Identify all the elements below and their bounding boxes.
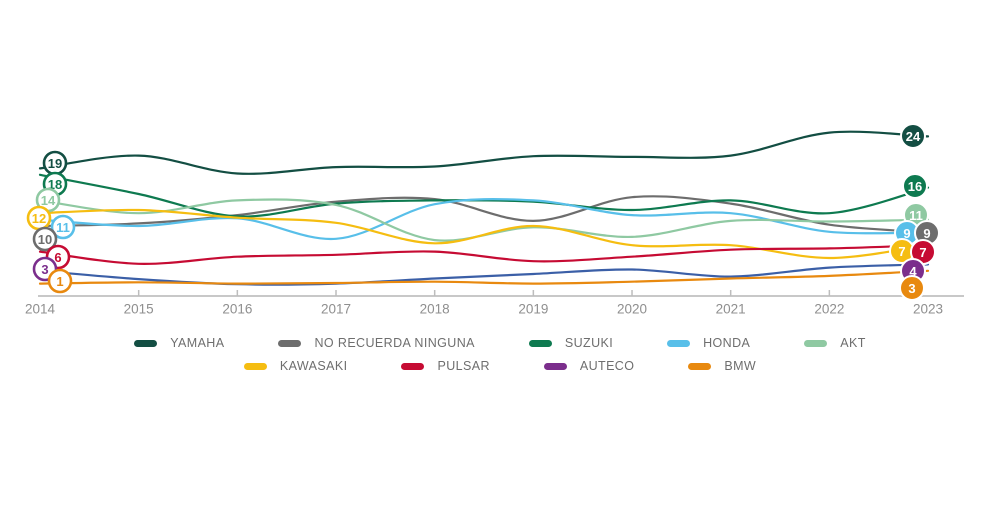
legend-item-auteco[interactable]: AUTECO	[543, 359, 635, 373]
x-axis-label-2018: 2018	[420, 302, 450, 317]
legend-swatch-akt	[804, 339, 828, 347]
legend-label-no-recuerda-ninguna: NO RECUERDA NINGUNA	[314, 336, 475, 350]
x-axis-label-2019: 2019	[518, 302, 548, 317]
legend-label-auteco: AUTECO	[579, 359, 635, 373]
x-axis-label-2021: 2021	[716, 302, 746, 317]
svg-text:11: 11	[56, 220, 70, 235]
series-line-yamaha	[38, 130, 930, 175]
legend-label-honda: HONDA	[703, 336, 751, 350]
legend-swatch-auteco	[543, 362, 567, 370]
svg-text:24: 24	[906, 129, 921, 144]
end-value-badge-suzuki: 16	[902, 173, 928, 199]
svg-text:6: 6	[54, 250, 61, 265]
legend-item-akt[interactable]: AKT	[804, 336, 866, 350]
svg-text:7: 7	[919, 245, 926, 260]
svg-text:7: 7	[898, 244, 905, 259]
series-line-bmw	[38, 269, 930, 285]
svg-text:1: 1	[56, 274, 63, 289]
svg-text:9: 9	[923, 226, 930, 241]
svg-text:16: 16	[908, 179, 922, 194]
legend-swatch-suzuki	[528, 339, 552, 347]
start-value-badge-bmw: 1	[47, 268, 73, 294]
legend-label-bmw: BMW	[724, 359, 757, 373]
start-value-badge-kawasaki: 12	[26, 205, 52, 231]
svg-text:9: 9	[903, 226, 910, 241]
legend-label-suzuki: SUZUKI	[564, 336, 614, 350]
x-axis-label-2017: 2017	[321, 302, 351, 317]
svg-text:11: 11	[909, 208, 923, 223]
legend-item-kawasaki[interactable]: KAWASAKI	[243, 359, 348, 373]
legend-item-yamaha[interactable]: YAMAHA	[134, 336, 224, 350]
legend-label-yamaha: YAMAHA	[170, 336, 225, 350]
series-line-suzuki	[38, 173, 930, 218]
svg-text:3: 3	[908, 281, 915, 296]
start-value-badge-akt: 14	[35, 187, 61, 213]
legend-label-pulsar: PULSAR	[437, 359, 490, 373]
end-value-badge-bmw: 3	[899, 275, 925, 301]
end-value-badge-yamaha: 24	[900, 123, 926, 149]
series-line-pulsar	[38, 244, 930, 265]
start-value-badge-no-recuerda-ninguna: 10	[32, 226, 58, 252]
legend-swatch-pulsar	[401, 362, 425, 370]
x-axis-label-2015: 2015	[124, 302, 154, 317]
legend-label-kawasaki: KAWASAKI	[279, 359, 348, 373]
legend-item-suzuki[interactable]: SUZUKI	[528, 336, 614, 350]
svg-text:10: 10	[38, 232, 52, 247]
series-line-kawasaki	[38, 208, 930, 260]
start-value-badge-honda: 11	[50, 214, 76, 240]
legend-row-1: YAMAHA NO RECUERDA NINGUNA SUZUKI HONDA AKT	[134, 336, 866, 350]
x-axis-label-2023: 2023	[913, 302, 943, 317]
legend-swatch-kawasaki	[243, 362, 267, 370]
legend-item-no-recuerda-ninguna[interactable]: NO RECUERDA NINGUNA	[278, 336, 474, 350]
x-axis-label-2020: 2020	[617, 302, 647, 317]
series-line-no-recuerda-ninguna	[38, 195, 930, 234]
legend-item-honda[interactable]: HONDA	[667, 336, 750, 350]
legend-item-pulsar[interactable]: PULSAR	[401, 359, 489, 373]
legend-swatch-bmw	[688, 362, 712, 370]
legend-row-2: KAWASAKI PULSAR AUTECO BMW	[243, 359, 756, 373]
series-line-honda	[38, 198, 930, 240]
svg-text:14: 14	[41, 193, 56, 208]
legend-swatch-honda	[667, 339, 691, 347]
x-axis-label-2022: 2022	[814, 302, 844, 317]
chart-legend: YAMAHA NO RECUERDA NINGUNA SUZUKI HONDA AKT K…	[0, 336, 1000, 373]
legend-item-bmw[interactable]: BMW	[688, 359, 756, 373]
svg-text:4: 4	[909, 264, 917, 279]
start-value-badge-yamaha: 19	[42, 150, 68, 176]
svg-text:12: 12	[32, 211, 46, 226]
x-axis-label-2014: 2014	[25, 302, 56, 317]
svg-text:19: 19	[48, 156, 62, 171]
x-axis-label-2016: 2016	[222, 302, 252, 317]
legend-swatch-no-recuerda-ninguna	[278, 339, 302, 347]
legend-swatch-yamaha	[134, 339, 158, 347]
svg-text:3: 3	[41, 262, 48, 277]
legend-label-akt: AKT	[840, 336, 866, 350]
end-value-badge-pulsar: 7	[910, 239, 936, 265]
